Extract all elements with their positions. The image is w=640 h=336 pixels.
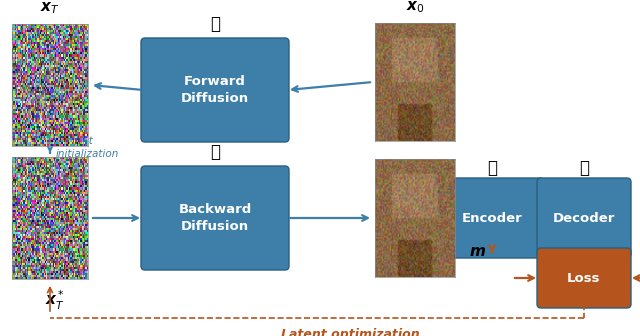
Text: Decoder: Decoder xyxy=(553,211,615,224)
Text: $\boldsymbol{x}_0$: $\boldsymbol{x}_0$ xyxy=(406,0,424,15)
Text: Loss: Loss xyxy=(567,271,601,285)
Text: 🔒: 🔒 xyxy=(487,159,497,177)
FancyBboxPatch shape xyxy=(537,248,631,308)
Text: $\boldsymbol{x}_T^*$: $\boldsymbol{x}_T^*$ xyxy=(45,289,65,312)
Text: 🔒: 🔒 xyxy=(210,143,220,161)
Text: 🔒: 🔒 xyxy=(210,15,220,33)
Text: Encoder: Encoder xyxy=(461,211,522,224)
Text: Backward
Diffusion: Backward Diffusion xyxy=(179,203,252,233)
Text: Forward
Diffusion: Forward Diffusion xyxy=(181,75,249,105)
FancyBboxPatch shape xyxy=(141,166,289,270)
Text: Weight
initialization: Weight initialization xyxy=(56,136,120,159)
Text: Latent optimization: Latent optimization xyxy=(281,328,419,336)
FancyBboxPatch shape xyxy=(537,178,631,258)
Text: $\boldsymbol{m}$: $\boldsymbol{m}$ xyxy=(469,245,486,259)
FancyBboxPatch shape xyxy=(141,38,289,142)
Text: 🔒: 🔒 xyxy=(579,159,589,177)
Text: $\boldsymbol{x}_T$: $\boldsymbol{x}_T$ xyxy=(40,0,60,16)
FancyBboxPatch shape xyxy=(440,178,544,258)
